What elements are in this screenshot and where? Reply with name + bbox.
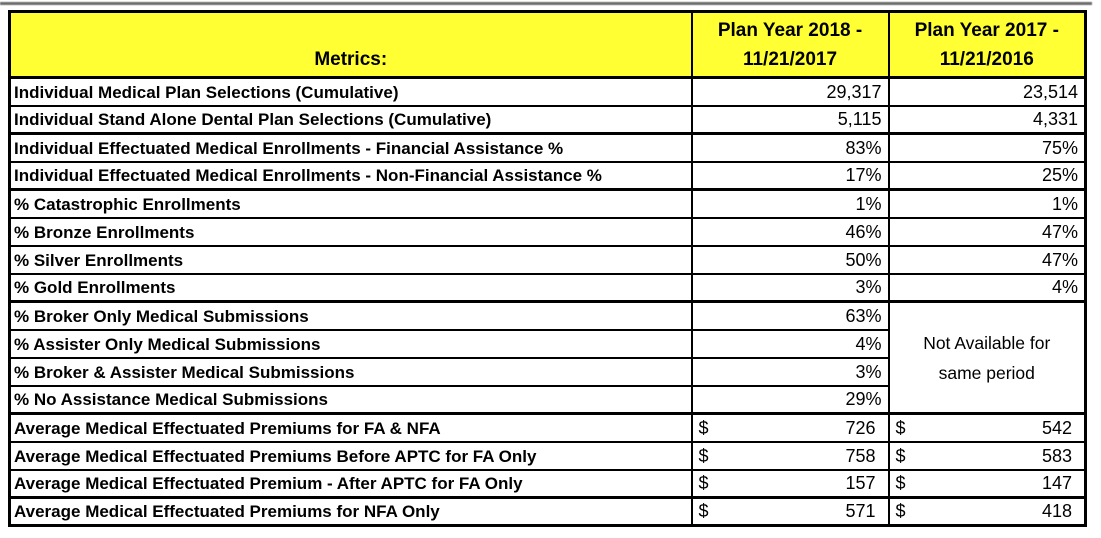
value-cell-py2018: $571: [690, 496, 890, 527]
screen-edge-artifact: [0, 2, 1092, 5]
table-row: % No Assistance Medical Submissions 29%: [8, 384, 1086, 415]
currency-symbol: $: [895, 473, 906, 493]
currency-amount: 147: [1041, 473, 1072, 493]
value-cell-py2018: 29%: [690, 384, 890, 415]
metric-label: % Broker Only Medical Submissions: [8, 300, 693, 331]
currency-symbol: $: [698, 473, 709, 493]
currency-symbol: $: [698, 417, 709, 438]
value-cell-py2018: 83%: [690, 132, 890, 163]
currency-amount: 542: [1041, 417, 1072, 438]
metric-label: % Catastrophic Enrollments: [8, 188, 693, 219]
plan-year-2018-line1: Plan Year 2018 -: [717, 20, 863, 41]
value-cell-py2017: 4%: [887, 272, 1087, 303]
currency-cell-wrap: $147: [891, 473, 1079, 494]
table-row: % Catastrophic Enrollments 1% 1%: [8, 188, 1087, 219]
currency-amount: 726: [845, 417, 876, 438]
currency-symbol: $: [895, 417, 906, 438]
metric-label: % Broker & Assister Medical Submissions: [8, 356, 693, 387]
value-cell-py2017: 23,514: [887, 76, 1087, 107]
plan-year-2017-line1: Plan Year 2017 -: [914, 20, 1059, 41]
metric-label: Average Medical Effectuated Premiums Bef…: [8, 440, 693, 471]
value-cell-py2018: 17%: [690, 160, 890, 191]
not-available-cell: Not Available for same period: [887, 300, 1087, 415]
table-row: Individual Effectuated Medical Enrollmen…: [8, 160, 1087, 191]
currency-symbol: $: [895, 445, 906, 466]
metric-label: % Bronze Enrollments: [8, 216, 693, 247]
value-cell-py2017: $542: [887, 412, 1087, 443]
table-row: % Broker & Assister Medical Submissions 3…: [8, 356, 1086, 387]
currency-amount: 418: [1041, 501, 1072, 521]
currency-cell-wrap: $758: [694, 446, 882, 467]
value-cell-py2018: $157: [690, 468, 890, 499]
metric-label: Individual Effectuated Medical Enrollmen…: [8, 132, 693, 163]
column-header-metrics: Metrics:: [8, 10, 693, 79]
value-cell-py2018: 63%: [690, 300, 890, 331]
value-cell-py2017: 47%: [887, 244, 1087, 275]
header-row: Metrics: Plan Year 2018 - 11/21/2017 Pla…: [8, 10, 1087, 79]
value-cell-py2018: 50%: [690, 244, 890, 275]
table-body: Individual Medical Plan Selections (Cumu…: [8, 76, 1087, 527]
table-row: % Broker Only Medical Submissions 63% Not …: [8, 300, 1087, 415]
currency-symbol: $: [698, 501, 709, 521]
table-row: % Silver Enrollments 50% 47%: [8, 244, 1087, 275]
table-row: Average Medical Effectuated Premiums for…: [8, 496, 1087, 527]
table-row: Individual Stand Alone Dental Plan Selec…: [8, 104, 1087, 135]
currency-amount: 583: [1041, 445, 1072, 466]
table-row: Average Medical Effectuated Premiums Bef…: [8, 440, 1087, 471]
metrics-header-label: Metrics:: [314, 49, 388, 70]
column-header-plan-year-2018: Plan Year 2018 - 11/21/2017: [690, 10, 890, 79]
column-header-plan-year-2017: Plan Year 2017 - 11/21/2016: [887, 10, 1087, 79]
value-cell-py2017: 25%: [887, 160, 1087, 191]
value-cell-py2017: $583: [887, 440, 1087, 471]
metric-label: % No Assistance Medical Submissions: [8, 384, 693, 415]
currency-cell-wrap: $542: [891, 418, 1079, 439]
metric-label: Individual Medical Plan Selections (Cumu…: [8, 76, 693, 107]
table-row: Average Medical Effectuated Premium - Af…: [8, 468, 1087, 499]
metric-label: % Assister Only Medical Submissions: [8, 328, 693, 359]
currency-amount: 157: [845, 473, 876, 493]
value-cell-py2018: 3%: [690, 356, 890, 387]
value-cell-py2017: $147: [887, 468, 1087, 499]
table-row: % Bronze Enrollments 46% 47%: [8, 216, 1087, 247]
table-row: % Gold Enrollments 3% 4%: [8, 272, 1087, 303]
value-cell-py2017: $418: [887, 496, 1087, 527]
table-row: Individual Medical Plan Selections (Cumu…: [8, 76, 1087, 107]
plan-year-2018-line2: 11/21/2017: [742, 49, 838, 70]
value-cell-py2017: 47%: [887, 216, 1087, 247]
value-cell-py2018: 46%: [690, 216, 890, 247]
value-cell-py2017: 75%: [887, 132, 1087, 163]
value-cell-py2018: 1%: [690, 188, 890, 219]
currency-amount: 571: [845, 501, 876, 521]
currency-cell-wrap: $157: [694, 473, 882, 494]
table-row: Average Medical Effectuated Premiums for…: [8, 412, 1087, 443]
value-cell-py2018: 5,115: [690, 104, 890, 135]
value-cell-py2018: 29,317: [690, 76, 890, 107]
currency-cell-wrap: $726: [694, 418, 882, 439]
currency-cell-wrap: $418: [891, 501, 1079, 522]
currency-amount: 758: [845, 445, 876, 466]
not-available-note: Not Available for same period: [923, 332, 1051, 383]
currency-cell-wrap: $583: [891, 446, 1079, 467]
value-cell-py2017: 4,331: [887, 104, 1087, 135]
metric-label: Average Medical Effectuated Premiums for…: [8, 496, 693, 527]
value-cell-py2018: $758: [690, 440, 890, 471]
value-cell-py2018: 3%: [690, 272, 890, 303]
metric-label: Average Medical Effectuated Premiums for…: [8, 412, 693, 443]
table-row: % Assister Only Medical Submissions 4%: [8, 328, 1086, 359]
value-cell-py2018: 4%: [690, 328, 890, 359]
table-row: Individual Effectuated Medical Enrollmen…: [8, 132, 1087, 163]
metric-label: % Gold Enrollments: [8, 272, 693, 303]
plan-year-2017-line2: 11/21/2016: [939, 49, 1034, 70]
currency-symbol: $: [698, 445, 709, 466]
currency-cell-wrap: $571: [694, 501, 882, 522]
metric-label: % Silver Enrollments: [8, 244, 693, 275]
currency-symbol: $: [895, 501, 906, 521]
metric-label: Individual Effectuated Medical Enrollmen…: [8, 160, 693, 191]
metrics-table: Metrics: Plan Year 2018 - 11/21/2017 Pla…: [8, 10, 1087, 527]
metric-label: Average Medical Effectuated Premium - Af…: [8, 468, 693, 499]
metric-label: Individual Stand Alone Dental Plan Selec…: [8, 104, 693, 135]
value-cell-py2017: 1%: [887, 188, 1087, 219]
value-cell-py2018: $726: [690, 412, 890, 443]
